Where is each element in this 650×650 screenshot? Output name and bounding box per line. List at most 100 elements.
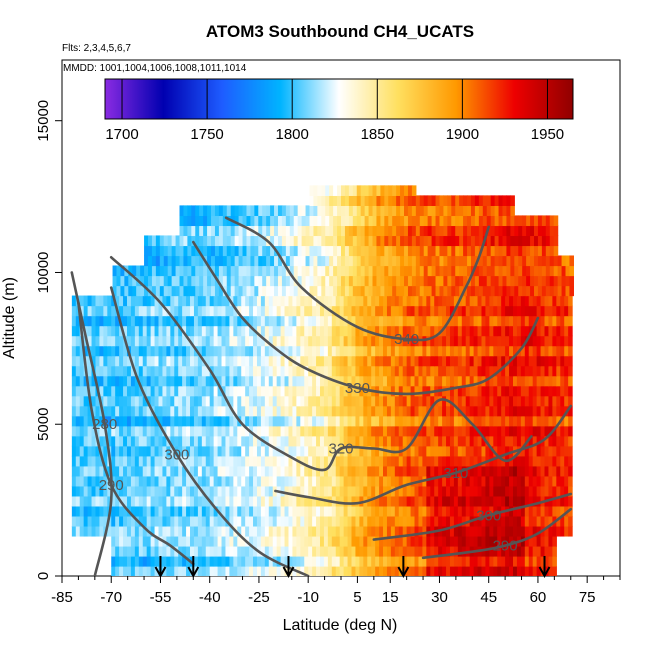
heatmap-cell bbox=[371, 445, 376, 457]
heatmap-cell bbox=[331, 505, 337, 517]
heatmap-cell bbox=[276, 565, 282, 576]
heatmap-cell bbox=[434, 545, 439, 557]
heatmap-cell bbox=[474, 285, 480, 297]
heatmap-cell bbox=[528, 525, 534, 537]
heatmap-cell bbox=[221, 425, 227, 437]
heatmap-cell bbox=[115, 385, 120, 397]
heatmap-cell bbox=[217, 295, 223, 307]
heatmap-cell bbox=[327, 385, 333, 397]
heatmap-cell bbox=[221, 465, 227, 477]
heatmap-cell bbox=[233, 375, 238, 387]
heatmap-cell bbox=[431, 245, 437, 257]
heatmap-cell bbox=[489, 305, 494, 317]
heatmap-cell bbox=[564, 455, 569, 467]
heatmap-cell bbox=[426, 535, 431, 547]
heatmap-cell bbox=[410, 465, 416, 477]
heatmap-cell bbox=[351, 295, 357, 307]
heatmap-cell bbox=[498, 255, 504, 267]
heatmap-cell bbox=[195, 255, 200, 267]
heatmap-cell bbox=[214, 205, 220, 217]
heatmap-cell bbox=[364, 245, 370, 257]
heatmap-cell bbox=[162, 305, 167, 317]
heatmap-cell bbox=[221, 435, 227, 447]
heatmap-cell bbox=[229, 505, 234, 517]
heatmap-cell bbox=[91, 385, 97, 397]
heatmap-cell bbox=[415, 225, 421, 237]
heatmap-cell bbox=[197, 455, 203, 467]
heatmap-cell bbox=[327, 345, 333, 357]
heatmap-cell bbox=[383, 415, 388, 427]
heatmap-cell bbox=[260, 305, 266, 317]
heatmap-cell bbox=[347, 535, 353, 547]
heatmap-cell bbox=[384, 265, 389, 277]
heatmap-cell bbox=[305, 245, 311, 257]
heatmap-cell bbox=[423, 235, 429, 247]
heatmap-cell bbox=[493, 325, 498, 337]
heatmap-cell bbox=[83, 515, 89, 527]
heatmap-cell bbox=[142, 475, 148, 487]
heatmap-cell bbox=[404, 195, 409, 206]
heatmap-cell bbox=[404, 285, 409, 297]
heatmap-cell bbox=[411, 275, 417, 287]
heatmap-cell bbox=[481, 485, 487, 497]
heatmap-cell bbox=[386, 435, 392, 447]
heatmap-cell bbox=[426, 545, 431, 557]
heatmap-cell bbox=[71, 345, 77, 357]
heatmap-cell bbox=[451, 255, 456, 267]
heatmap-cell bbox=[197, 485, 203, 497]
heatmap-cell bbox=[509, 565, 514, 576]
heatmap-cell bbox=[214, 215, 220, 227]
heatmap-cell bbox=[111, 305, 116, 317]
heatmap-cell bbox=[414, 445, 420, 457]
heatmap-cell bbox=[407, 255, 413, 267]
heatmap-cell bbox=[505, 565, 510, 576]
heatmap-cell bbox=[372, 195, 378, 206]
heatmap-cell bbox=[115, 435, 120, 447]
heatmap-cell bbox=[304, 305, 309, 317]
heatmap-cell bbox=[501, 525, 506, 537]
heatmap-cell bbox=[329, 255, 334, 267]
heatmap-cell bbox=[434, 305, 439, 317]
heatmap-cell bbox=[446, 305, 451, 317]
heatmap-cell bbox=[415, 265, 421, 277]
heatmap-cell bbox=[75, 505, 81, 517]
heatmap-cell bbox=[166, 465, 171, 477]
heatmap-cell bbox=[411, 245, 417, 257]
heatmap-cell bbox=[520, 315, 526, 327]
heatmap-cell bbox=[383, 475, 388, 487]
heatmap-cell bbox=[193, 495, 199, 507]
heatmap-cell bbox=[237, 385, 242, 397]
heatmap-cell bbox=[199, 275, 204, 287]
heatmap-cell bbox=[438, 535, 443, 547]
heatmap-cell bbox=[404, 235, 409, 247]
heatmap-cell bbox=[431, 275, 437, 287]
heatmap-cell bbox=[493, 365, 498, 377]
heatmap-cell bbox=[333, 275, 338, 287]
heatmap-cell bbox=[481, 325, 487, 337]
heatmap-cell bbox=[233, 365, 238, 377]
heatmap-cell bbox=[142, 445, 148, 457]
heatmap-cell bbox=[256, 385, 262, 397]
heatmap-cell bbox=[530, 235, 535, 247]
heatmap-cell bbox=[221, 325, 227, 337]
heatmap-cell bbox=[209, 545, 215, 557]
heatmap-cell bbox=[331, 395, 337, 407]
heatmap-cell bbox=[347, 335, 353, 347]
heatmap-cell bbox=[355, 335, 360, 347]
heatmap-cell bbox=[493, 485, 498, 497]
heatmap-cell bbox=[455, 285, 460, 297]
heatmap-cell bbox=[312, 305, 317, 317]
heatmap-cell bbox=[187, 245, 192, 257]
heatmap-cell bbox=[331, 315, 337, 327]
heatmap-cell bbox=[402, 355, 408, 367]
heatmap-cell bbox=[430, 505, 435, 517]
heatmap-cell bbox=[221, 515, 227, 527]
heatmap-cell bbox=[435, 205, 441, 217]
heatmap-cell bbox=[435, 225, 441, 237]
heatmap-cell bbox=[418, 485, 423, 497]
heatmap-cell bbox=[142, 395, 148, 407]
heatmap-cell bbox=[284, 295, 290, 307]
heatmap-cell bbox=[560, 415, 565, 427]
heatmap-cell bbox=[111, 425, 116, 437]
heatmap-cell bbox=[388, 215, 393, 227]
